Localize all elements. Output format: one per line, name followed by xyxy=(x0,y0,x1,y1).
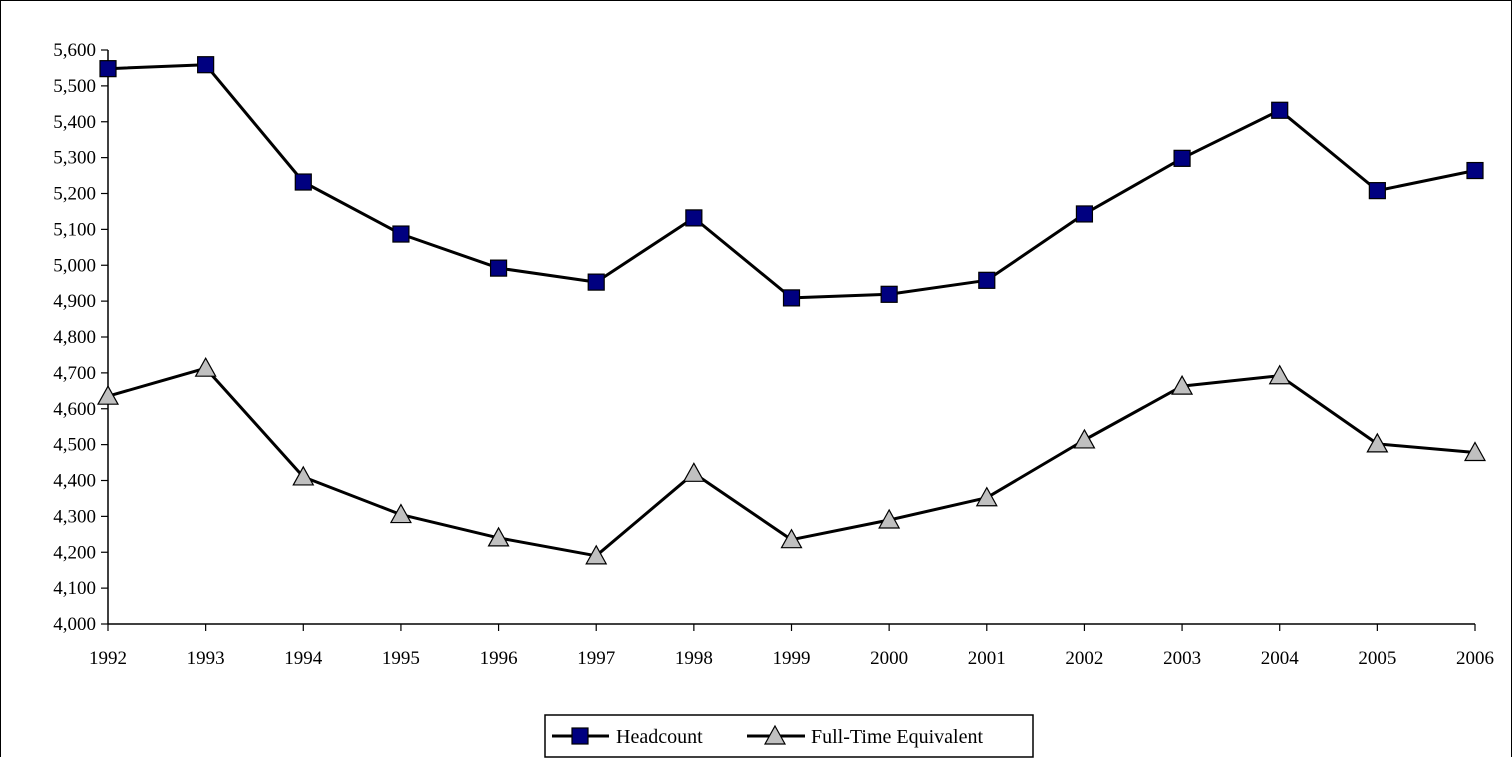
data-point-headcount xyxy=(1075,205,1094,223)
data-point-headcount xyxy=(489,259,508,277)
x-tick-label: 2001 xyxy=(968,648,1006,669)
data-point-full-time-equivalent xyxy=(780,528,803,549)
series-line-full-time-equivalent xyxy=(107,366,1476,558)
data-point-headcount xyxy=(685,209,703,227)
data-point-full-time-equivalent xyxy=(878,508,901,529)
legend-label-headcount: Headcount xyxy=(616,726,703,748)
y-tick-label: 5,400 xyxy=(53,112,96,133)
y-tick-label: 5,100 xyxy=(53,219,96,240)
data-point-headcount xyxy=(1173,149,1191,167)
x-tick-label: 2005 xyxy=(1358,648,1396,669)
series-line-headcount xyxy=(107,63,1476,300)
data-point-headcount xyxy=(978,271,996,289)
y-tick-label: 4,200 xyxy=(53,542,96,563)
x-tick-label: 1999 xyxy=(773,648,811,669)
x-tick-label: 1994 xyxy=(284,648,323,669)
y-tick-label: 5,200 xyxy=(53,184,96,205)
x-tick-label: 2002 xyxy=(1065,648,1103,669)
data-point-headcount xyxy=(782,289,801,307)
y-tick-label: 5,500 xyxy=(53,76,96,97)
y-tick-label: 4,400 xyxy=(53,471,96,492)
y-tick-label: 4,600 xyxy=(53,399,96,420)
legend: Headcount Full-Time Equivalent xyxy=(544,714,1034,758)
data-point-headcount xyxy=(1466,161,1484,180)
legend-marker-headcount xyxy=(571,727,589,745)
y-tick-label: 4,700 xyxy=(53,363,96,384)
data-point-headcount xyxy=(99,60,117,78)
data-point-headcount xyxy=(1271,101,1289,119)
legend-label-fte: Full-Time Equivalent xyxy=(811,726,983,748)
data-point-full-time-equivalent xyxy=(292,465,315,486)
y-tick-label: 5,000 xyxy=(53,255,96,276)
y-tick-label: 4,000 xyxy=(53,614,96,635)
x-tick-label: 1993 xyxy=(187,648,225,669)
data-point-full-time-equivalent xyxy=(1463,441,1487,462)
data-point-headcount xyxy=(197,56,215,74)
y-tick-label: 4,300 xyxy=(53,506,96,527)
data-point-headcount xyxy=(880,285,898,303)
data-point-full-time-equivalent xyxy=(1366,432,1389,453)
y-tick-label: 5,600 xyxy=(53,40,96,61)
y-axis: 4,000 4,100 4,200 4,300 4,400 4,500 4,600 4,700… xyxy=(53,40,109,635)
data-point-full-time-equivalent xyxy=(975,486,998,507)
series-plot-area xyxy=(96,56,1487,565)
data-point-full-time-equivalent xyxy=(194,356,217,377)
data-point-full-time-equivalent xyxy=(1171,374,1194,395)
y-tick-label: 4,100 xyxy=(53,578,96,599)
x-tick-label: 2003 xyxy=(1163,648,1201,669)
x-tick-label: 1997 xyxy=(577,648,615,669)
data-point-full-time-equivalent xyxy=(1073,428,1096,449)
data-point-full-time-equivalent xyxy=(585,544,608,565)
x-tick-label: 2006 xyxy=(1456,648,1494,669)
y-tick-label: 5,300 xyxy=(53,148,96,169)
x-tick-label: 1992 xyxy=(89,648,127,669)
data-point-headcount xyxy=(294,173,312,191)
data-point-full-time-equivalent xyxy=(1268,364,1291,385)
y-tick-label: 4,900 xyxy=(53,291,96,312)
data-point-headcount xyxy=(1368,182,1386,200)
x-tick-label: 2000 xyxy=(870,648,908,669)
data-point-full-time-equivalent xyxy=(96,384,120,405)
data-point-full-time-equivalent xyxy=(487,526,510,547)
x-tick-label: 2004 xyxy=(1261,648,1300,669)
y-tick-label: 4,800 xyxy=(53,327,96,348)
x-tick-label: 1995 xyxy=(382,648,420,669)
data-point-headcount xyxy=(392,225,410,243)
y-tick-label: 4,500 xyxy=(53,435,96,456)
x-tick-label: 1998 xyxy=(675,648,713,669)
x-tick-label: 1996 xyxy=(480,648,518,669)
data-point-headcount xyxy=(587,273,605,291)
data-point-full-time-equivalent xyxy=(389,503,412,524)
legend-marker-fte xyxy=(763,724,787,745)
data-point-full-time-equivalent xyxy=(682,462,705,482)
x-axis: 1992 1993 1994 1995 1996 1997 1998 1999 2000 2001… xyxy=(89,623,1494,669)
